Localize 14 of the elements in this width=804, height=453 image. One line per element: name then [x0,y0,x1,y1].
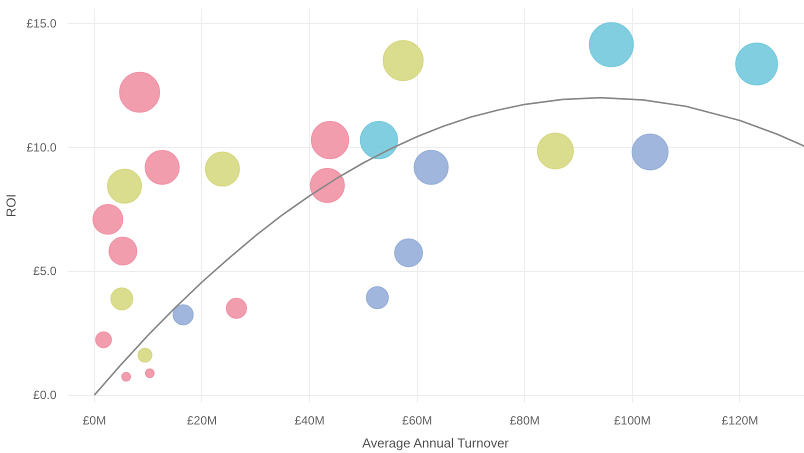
y-tick-label: £15.0 [26,16,57,30]
y-tick-label: £10.0 [26,140,57,154]
x-tick-label: £20M [186,414,218,428]
y-axis-title: ROI [3,194,18,218]
line-series [94,96,804,396]
x-tick-label: £0M [82,414,106,428]
x-tick-label: £80M [510,414,540,428]
y-tick-label: £0.0 [33,388,57,402]
x-tick-label: £40M [294,414,325,428]
x-tick-label: £60M [402,414,432,428]
x-axis-title: Average Annual Turnover [362,436,510,450]
x-tick-label: £100M [614,414,651,428]
x-tick-label: £120M [722,414,758,428]
y-tick-label: £5.0 [33,264,57,278]
